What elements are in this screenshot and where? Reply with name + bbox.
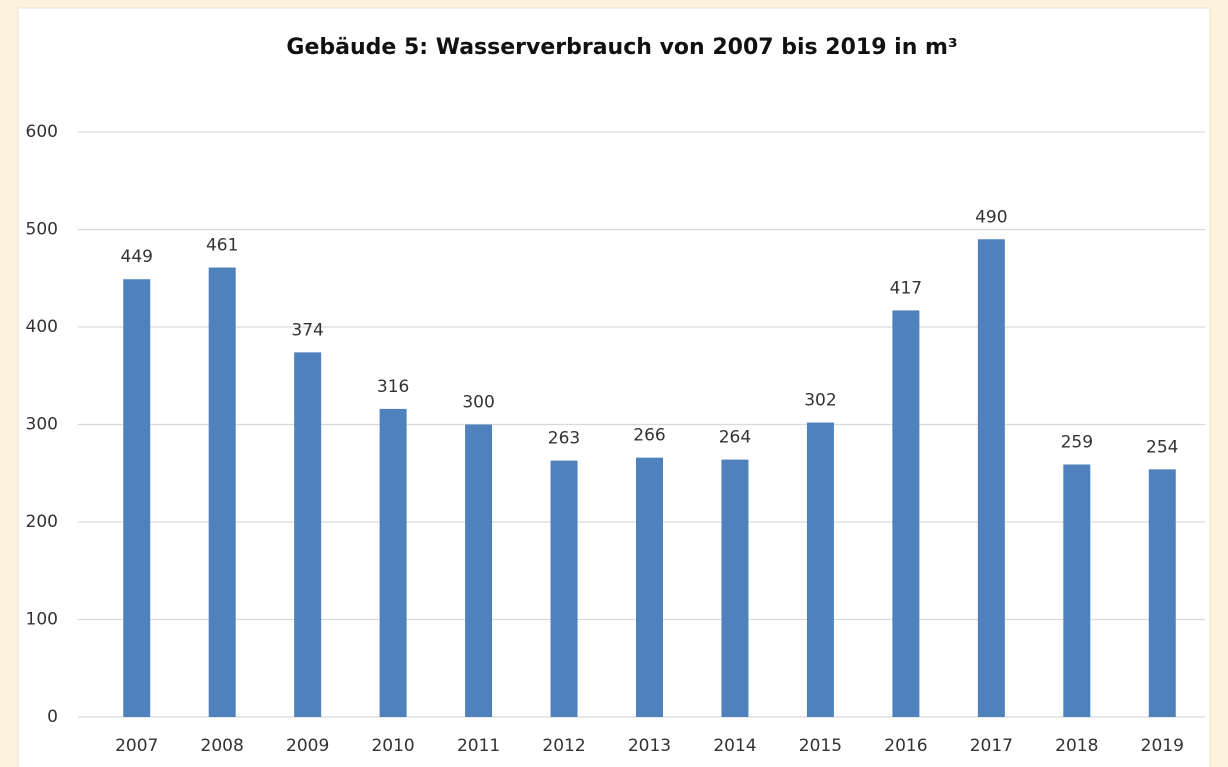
value-label: 316 xyxy=(377,377,409,397)
x-tick-label: 2009 xyxy=(286,736,329,756)
value-label: 264 xyxy=(719,428,751,448)
bar xyxy=(208,267,236,717)
x-tick-label: 2018 xyxy=(1055,736,1098,756)
x-tick-label: 2015 xyxy=(799,736,842,756)
bar xyxy=(892,310,920,717)
value-label: 417 xyxy=(890,278,922,298)
y-tick-label: 200 xyxy=(26,512,58,532)
value-label: 300 xyxy=(462,393,494,413)
bar xyxy=(1063,464,1091,717)
bar xyxy=(550,460,578,717)
x-tick-label: 2011 xyxy=(457,736,500,756)
x-tick-label: 2017 xyxy=(970,736,1013,756)
x-tick-label: 2013 xyxy=(628,736,671,756)
x-tick-label: 2010 xyxy=(371,736,414,756)
value-label: 490 xyxy=(975,207,1007,227)
bar xyxy=(977,239,1005,717)
value-label: 263 xyxy=(548,429,580,449)
chart-area xyxy=(17,7,1211,767)
x-tick-label: 2008 xyxy=(201,736,244,756)
x-tick-label: 2012 xyxy=(542,736,585,756)
y-tick-label: 400 xyxy=(26,317,58,337)
bar xyxy=(465,424,493,717)
value-label: 461 xyxy=(206,236,238,256)
value-label: 266 xyxy=(633,426,665,446)
bar xyxy=(806,422,834,717)
bar xyxy=(1148,469,1176,717)
x-tick-label: 2019 xyxy=(1141,736,1184,756)
chart-title: Gebäude 5: Wasserverbrauch von 2007 bis … xyxy=(286,35,957,60)
y-tick-label: 100 xyxy=(26,610,58,630)
bar xyxy=(294,352,322,717)
bar xyxy=(123,279,151,717)
y-tick-label: 500 xyxy=(26,220,58,240)
y-tick-label: 300 xyxy=(26,415,58,435)
value-label: 449 xyxy=(121,247,153,267)
x-tick-label: 2014 xyxy=(713,736,756,756)
bar xyxy=(721,459,749,717)
value-label: 254 xyxy=(1146,437,1178,457)
value-label: 374 xyxy=(291,320,323,340)
y-tick-label: 0 xyxy=(47,707,58,727)
value-label: 259 xyxy=(1061,432,1093,452)
y-tick-label: 600 xyxy=(26,122,58,142)
bar xyxy=(636,457,663,717)
value-label: 302 xyxy=(804,391,836,411)
bar xyxy=(379,408,407,717)
x-tick-label: 2007 xyxy=(115,736,158,756)
x-tick-label: 2016 xyxy=(884,736,927,756)
